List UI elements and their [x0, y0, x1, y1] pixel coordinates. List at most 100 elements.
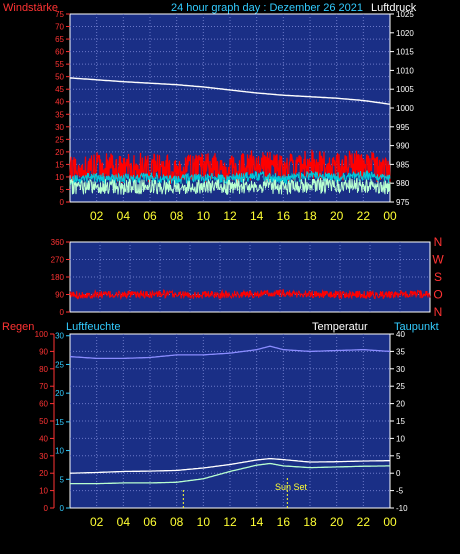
wind-tick-label: 55	[55, 60, 64, 69]
hour-tick-label: 22	[357, 209, 371, 223]
humidity-tick-label: 20	[55, 389, 64, 398]
wind-direction-series	[69, 288, 431, 301]
dewpoint-line	[70, 462, 390, 485]
pressure-tick-label: 980	[396, 179, 410, 188]
windstaerke-label: Windstärke	[3, 2, 58, 14]
pressure-tick-label: 990	[396, 142, 410, 151]
hour-tick-label: 08	[170, 515, 184, 529]
direction-tick-label: 0	[60, 308, 65, 317]
wind-tick-label: 0	[60, 198, 65, 207]
temperature-tick-label: 20	[396, 400, 405, 409]
temperature-tick-label: 40	[396, 330, 405, 339]
sunset-annotation: Sun Set	[275, 482, 308, 492]
temperature-tick-label: 5	[396, 452, 401, 461]
direction-axis-ticks: 360 270 180 90 0	[51, 238, 70, 317]
wind-avg-line	[69, 169, 391, 186]
hour-tick-label: 14	[250, 515, 264, 529]
direction-tick-label: 180	[51, 273, 65, 282]
hour-tick-label: 18	[303, 209, 317, 223]
rain-tick-label: 80	[39, 365, 48, 374]
temperature-tick-label: 30	[396, 365, 405, 374]
rain-tick-label: 40	[39, 434, 48, 443]
wind-tick-label: 45	[55, 85, 64, 94]
hour-tick-label: 22	[357, 515, 371, 529]
rain-tick-label: 10	[39, 487, 48, 496]
rain-tick-label: 70	[39, 382, 48, 391]
temperature-tick-label: 35	[396, 347, 405, 356]
luftfeuchte-label: Luftfeuchte	[66, 321, 120, 333]
humidity-tick-label: 25	[55, 360, 64, 369]
direction-tick-label: 270	[51, 256, 65, 265]
wind-tick-label: 25	[55, 135, 64, 144]
wind-tick-label: 50	[55, 73, 64, 82]
wind-tick-label: 65	[55, 35, 64, 44]
compass-label: N	[434, 305, 443, 319]
wind-low-line	[69, 177, 391, 195]
humidity-temperature-series	[69, 345, 391, 508]
hour-tick-label: 20	[330, 209, 344, 223]
hour-tick-label: 02	[90, 515, 104, 529]
direction-tick-label: 90	[55, 291, 64, 300]
regen-label: Regen	[2, 321, 34, 333]
humidity-tick-label: 10	[55, 447, 64, 456]
wind-tick-label: 10	[55, 173, 64, 182]
hour-tick-label: 04	[117, 209, 131, 223]
pressure-tick-label: 1025	[396, 10, 414, 19]
temperature-tick-label: 15	[396, 417, 405, 426]
humidity-temperature-grid	[70, 334, 390, 508]
compass-label: W	[432, 253, 444, 267]
taupunkt-label: Taupunkt	[394, 321, 439, 333]
wind-direction-line	[69, 288, 431, 301]
hour-tick-label: 12	[223, 515, 237, 529]
temperature-tick-label: -5	[396, 487, 404, 496]
chart-title: 24 hour graph day : Dezember 26 2021	[171, 2, 363, 14]
temperature-axis-ticks: 40 35 30 25 20 15 10 5 0 -5 -10	[390, 330, 408, 513]
wind-tick-label: 75	[55, 10, 64, 19]
humidity-tick-label: 15	[55, 418, 64, 427]
wind-pressure-series	[69, 77, 391, 195]
hour-tick-label: 00	[383, 209, 397, 223]
humidity-line	[69, 345, 391, 360]
rain-tick-label: 100	[35, 330, 49, 339]
hour-tick-label: 16	[277, 209, 291, 223]
compass-label: S	[434, 270, 442, 284]
temperature-tick-label: -10	[396, 504, 408, 513]
wind-speed-line	[69, 149, 391, 186]
pressure-tick-label: 995	[396, 123, 410, 132]
temperature-tick-label: 10	[396, 434, 405, 443]
pressure-tick-label: 1005	[396, 85, 414, 94]
hour-tick-label: 06	[143, 209, 157, 223]
temperature-tick-label: 25	[396, 382, 405, 391]
rain-tick-label: 20	[39, 469, 48, 478]
hour-tick-label: 10	[197, 209, 211, 223]
wind-tick-label: 20	[55, 148, 64, 157]
humidity-tick-label: 5	[60, 475, 65, 484]
rain-tick-label: 30	[39, 452, 48, 461]
hour-tick-label: 10	[197, 515, 211, 529]
pressure-axis-ticks: 1025 1020 1015 1010 1005 1000 995 990 985 980 975	[390, 10, 414, 207]
pressure-tick-label: 1000	[396, 104, 414, 113]
hour-tick-label: 06	[143, 515, 157, 529]
direction-tick-label: 360	[51, 238, 65, 247]
pressure-tick-label: 985	[396, 160, 410, 169]
wind-tick-label: 60	[55, 48, 64, 57]
temperature-line	[70, 457, 390, 474]
wind-tick-label: 5	[60, 185, 65, 194]
pressure-tick-label: 1020	[396, 29, 414, 38]
temperatur-label: Temperatur	[312, 321, 368, 333]
humidity-tick-label: 30	[55, 332, 64, 341]
compass-label: O	[433, 288, 442, 302]
compass-label: N	[434, 235, 443, 249]
rain-tick-label: 90	[39, 347, 48, 356]
humidity-axis-ticks: 30 25 20 15 10 5 0	[55, 332, 70, 513]
wind-tick-label: 30	[55, 123, 64, 132]
pressure-tick-label: 1010	[396, 66, 414, 75]
hour-tick-label: 04	[117, 515, 131, 529]
hour-tick-label: 08	[170, 209, 184, 223]
pressure-tick-label: 975	[396, 198, 410, 207]
rain-tick-label: 60	[39, 400, 48, 409]
hour-tick-label: 20	[330, 515, 344, 529]
